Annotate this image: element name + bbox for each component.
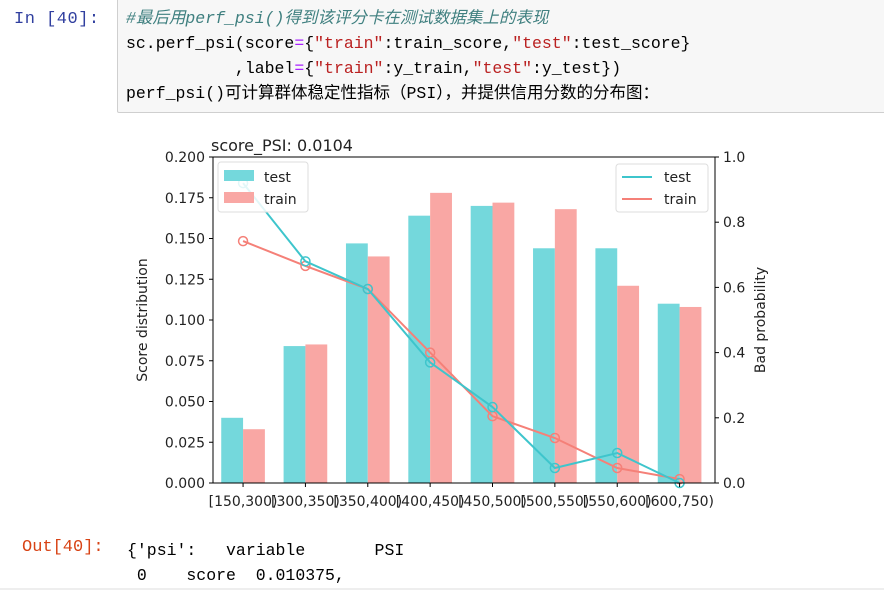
output-text: {'psi': variable PSI 0 score 0.010375, <box>127 538 404 588</box>
bar-test <box>533 248 555 483</box>
input-prompt: In [40]: <box>14 10 100 29</box>
marker-train <box>424 347 436 358</box>
y2-tick-label: 0.2 <box>723 411 745 427</box>
y-tick-label: 0.125 <box>165 272 205 288</box>
code-input-area[interactable]: #最后用perf_psi()得到该评分卡在测试数据集上的表现 sc.perf_p… <box>117 0 884 113</box>
legend-line-label-test: test <box>664 170 691 186</box>
bar-train <box>367 256 390 483</box>
bar-train <box>554 209 577 483</box>
y-tick-label: 0.200 <box>165 150 205 166</box>
bar-train <box>679 306 702 483</box>
code-token: :train_score, <box>383 34 513 53</box>
code-line: perf_psi()可计算群体稳定性指标（PSI），并提供信用分数的分布图： <box>126 84 659 103</box>
y2-tick-label: 0.6 <box>723 280 745 296</box>
bar-train <box>243 429 265 483</box>
code-token: { <box>304 59 315 78</box>
x-tick-label: [450,500) <box>458 494 527 510</box>
code-token: :test_score} <box>571 34 691 53</box>
y2-tick-label: 1.0 <box>723 150 745 166</box>
cell-divider <box>0 588 884 590</box>
y-tick-label: 0.000 <box>165 476 205 492</box>
marker-test <box>487 401 498 413</box>
marker-train <box>611 462 623 474</box>
legend-swatch-test <box>224 170 254 181</box>
bar-test <box>221 417 244 483</box>
output-line: 0 score 0.010375, <box>127 566 345 585</box>
legend-swatch-train <box>224 192 254 203</box>
line-test <box>242 182 681 484</box>
marker-train <box>237 235 249 247</box>
bar-train <box>617 285 640 483</box>
y2-tick-label: 0.0 <box>723 476 745 492</box>
code-text: #最后用perf_psi()得到该评分卡在测试数据集上的表现 sc.perf_p… <box>126 6 690 106</box>
code-comment: #最后用perf_psi()得到该评分卡在测试数据集上的表现 <box>126 9 549 28</box>
y-tick-label: 0.025 <box>165 435 205 451</box>
code-operator: = <box>294 34 305 53</box>
x-tick-label: [500,550) <box>520 494 589 510</box>
code-token: sc.perf_psi(score <box>126 34 295 53</box>
y-tick-label: 0.150 <box>165 232 205 248</box>
y2-tick-label: 0.8 <box>723 215 745 231</box>
legend-label-test: test <box>264 170 291 186</box>
y-tick-label: 0.075 <box>165 354 205 370</box>
x-tick-label: [150,300) <box>209 494 278 510</box>
code-string: "test" <box>512 34 572 53</box>
code-string: "train" <box>314 59 384 78</box>
bar-test <box>657 303 680 483</box>
bar-test <box>595 248 618 483</box>
y2-axis-label: Bad probability <box>753 267 769 373</box>
code-token: :y_test}) <box>532 59 622 78</box>
bar-test <box>470 205 493 483</box>
bar-test <box>283 346 306 483</box>
y-tick-label: 0.100 <box>165 313 205 329</box>
code-string: "train" <box>314 34 384 53</box>
x-tick-label: [350,400) <box>333 494 402 510</box>
marker-test <box>549 462 561 474</box>
marker-train <box>549 432 561 444</box>
chart-title: score_PSI: 0.0104 <box>211 136 353 156</box>
psi-chart: 0.000 0.025 0.050 0.075 0.100 0.125 0.150 0.175… <box>135 136 769 510</box>
code-token: { <box>304 34 315 53</box>
bar-train <box>305 344 328 483</box>
y2-tick-label: 0.4 <box>723 346 745 362</box>
x-tick-label: [550,600) <box>583 494 652 510</box>
legend-label-train: train <box>264 192 297 208</box>
bar-train <box>492 202 515 483</box>
marker-test <box>611 447 623 459</box>
marker-test <box>300 256 311 267</box>
code-token: :y_train, <box>383 59 473 78</box>
code-string: "test" <box>472 59 532 78</box>
bar-train <box>430 192 452 484</box>
output-prompt: Out[40]: <box>22 538 104 557</box>
x-tick-label: [300,350) <box>271 494 340 510</box>
y-axis-label: Score distribution <box>135 258 151 381</box>
marker-test <box>424 357 436 368</box>
x-tick-label: [400,450) <box>396 494 465 510</box>
output-line: {'psi': variable PSI <box>127 541 405 560</box>
marker-test <box>362 283 374 295</box>
code-token: ,label <box>126 59 295 78</box>
y-tick-label: 0.175 <box>165 191 205 207</box>
code-operator: = <box>294 59 305 78</box>
x-tick-label: [600,750) <box>645 494 714 510</box>
bar-test <box>345 243 368 483</box>
legend-line-label-train: train <box>664 192 697 208</box>
y-tick-label: 0.050 <box>165 395 205 411</box>
